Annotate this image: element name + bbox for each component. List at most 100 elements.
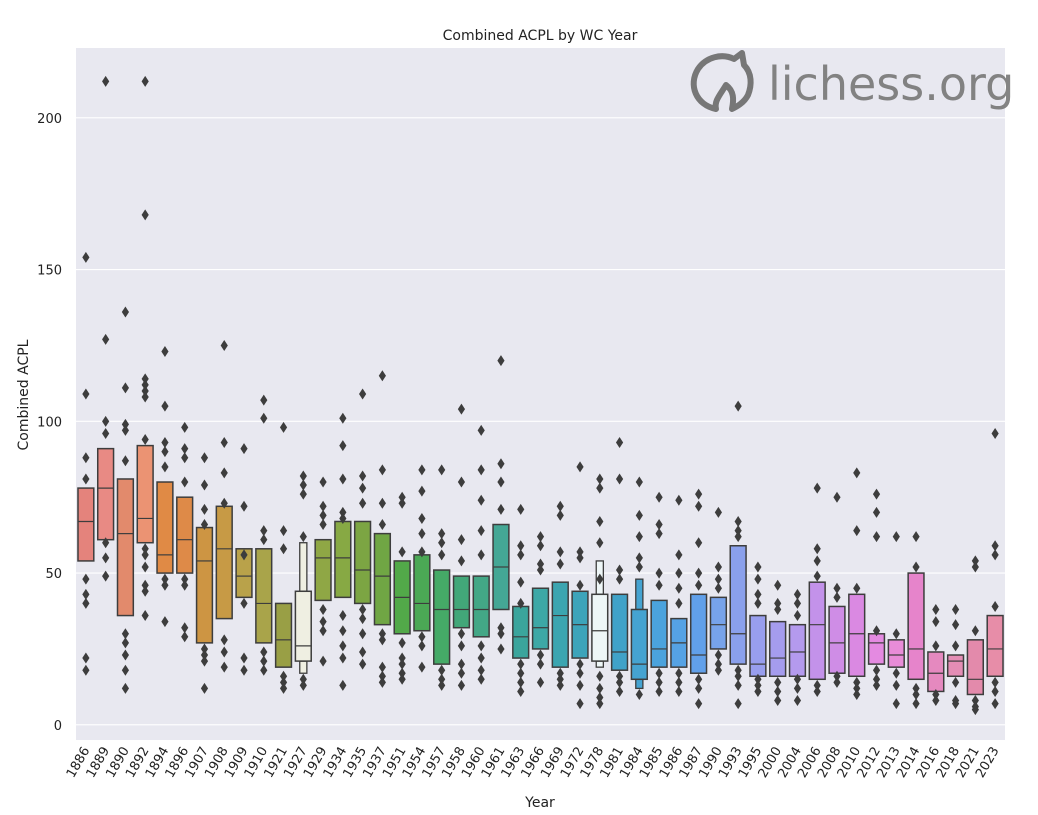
outlier-point [635, 476, 643, 488]
outlier-point [319, 655, 327, 667]
outlier-point [596, 473, 604, 485]
box-2014 [907, 572, 925, 681]
iqr-box [986, 614, 1004, 678]
outlier-point [596, 573, 604, 585]
outlier-point [260, 525, 268, 537]
outlier-point [181, 622, 189, 634]
outlier-point [438, 464, 446, 476]
outlier-point [596, 537, 604, 549]
outlier-point [438, 528, 446, 540]
outlier-point [339, 512, 347, 524]
outlier-point [655, 676, 663, 688]
outlier-point [141, 543, 149, 555]
iqr-box [136, 444, 154, 544]
outlier-point [378, 464, 386, 476]
outlier-point [398, 658, 406, 670]
outlier-point [260, 534, 268, 546]
outlier-point [181, 573, 189, 585]
outlier-point [319, 476, 327, 488]
outlier-point [279, 525, 288, 537]
outlier-point [536, 540, 545, 552]
outlier-point [576, 667, 584, 679]
outlier-point [714, 664, 722, 676]
outlier-point [813, 685, 821, 697]
outlier-point [359, 628, 367, 640]
box-2018 [946, 654, 965, 678]
iqr-box [966, 639, 985, 696]
iqr-box [749, 614, 767, 678]
outlier-point [339, 640, 347, 652]
outlier-point [82, 597, 90, 609]
outlier-point [398, 497, 406, 509]
outlier-point [734, 525, 742, 537]
outlier-point [141, 75, 149, 87]
outlier-point [991, 600, 999, 612]
outlier-point [793, 682, 802, 694]
outlier-point [991, 685, 999, 697]
outlier-point [615, 676, 624, 688]
outlier-point [517, 658, 525, 670]
outlier-point [82, 388, 90, 400]
chart-title: Combined ACPL by WC Year [443, 28, 638, 44]
outlier-point [418, 640, 426, 652]
outlier-point [398, 652, 406, 664]
iqr-box [650, 599, 668, 668]
iqr-box [709, 596, 728, 650]
outlier-point [299, 479, 307, 491]
outlier-point [457, 667, 466, 679]
box-2006 [808, 581, 826, 681]
outlier-point [339, 679, 347, 691]
outlier-point [556, 509, 564, 521]
outlier-point [517, 503, 525, 515]
outlier-point [556, 558, 564, 570]
box-1921 [274, 602, 293, 668]
upper-tail-box [635, 578, 644, 611]
outlier-point [240, 664, 248, 676]
iqr-box [176, 496, 194, 574]
box-1886 [77, 487, 95, 562]
outlier-point [556, 500, 564, 512]
outlier-point [556, 546, 564, 558]
outlier-point [892, 698, 900, 710]
outlier-point [141, 391, 149, 403]
outlier-point [576, 679, 584, 691]
outlier-point [121, 382, 130, 394]
outlier-point [912, 698, 920, 710]
outlier-point [833, 591, 841, 603]
outlier-point [161, 400, 169, 412]
outlier-point [695, 682, 703, 694]
box-2013 [887, 639, 905, 668]
outlier-point [299, 531, 307, 543]
outlier-point [991, 698, 999, 710]
outlier-point [635, 531, 643, 543]
outlier-point [457, 658, 466, 670]
outlier-point [497, 355, 505, 367]
iqr-box [927, 651, 945, 693]
outlier-point [141, 610, 149, 622]
outlier-point [615, 573, 624, 585]
outlier-point [872, 625, 881, 637]
outlier-point [359, 388, 367, 400]
iqr-box [630, 608, 648, 681]
box-1987 [689, 593, 708, 674]
outlier-point [161, 461, 169, 473]
outlier-point [181, 476, 189, 488]
watermark-text: lichess.org [768, 57, 1014, 111]
outlier-point [675, 676, 683, 688]
outlier-point [734, 698, 742, 710]
iqr-box [116, 478, 135, 617]
outlier-point [635, 688, 643, 700]
outlier-point [200, 479, 209, 491]
outlier-point [951, 676, 960, 688]
iqr-box [353, 520, 372, 605]
outlier-point [359, 470, 367, 482]
outlier-point [200, 655, 209, 667]
outlier-point [872, 488, 881, 500]
outlier-point [438, 549, 446, 561]
iqr-box [413, 554, 431, 632]
outlier-point [418, 546, 426, 558]
outlier-point [655, 528, 663, 540]
outlier-point [240, 597, 248, 609]
outlier-point [438, 673, 446, 685]
iqr-box [551, 581, 569, 668]
